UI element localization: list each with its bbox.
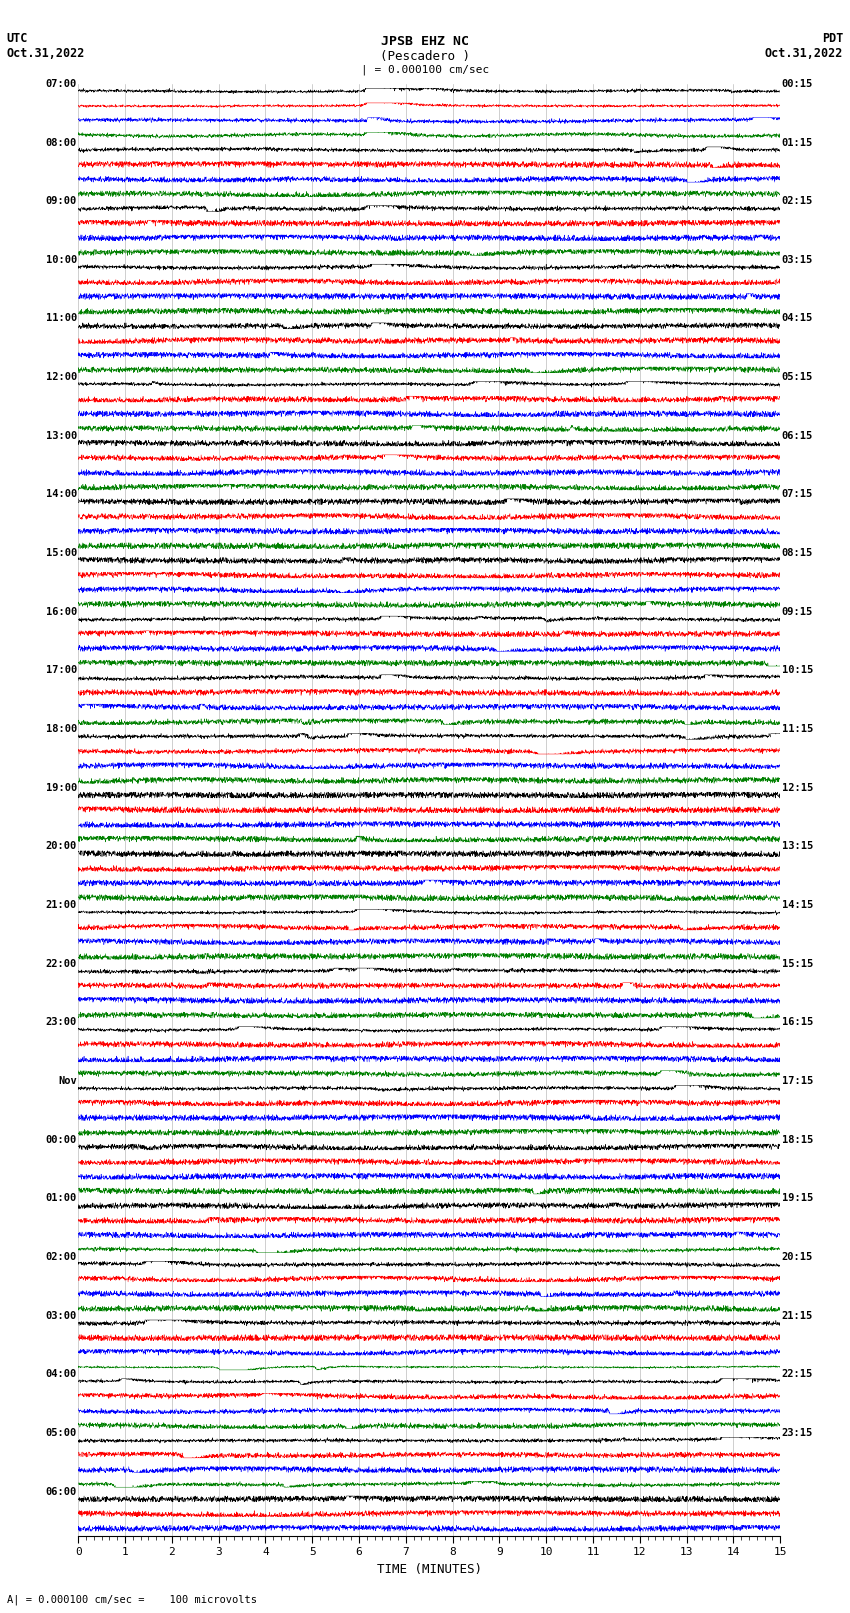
- Text: 09:00: 09:00: [46, 197, 76, 206]
- Text: Oct.31,2022: Oct.31,2022: [765, 47, 843, 60]
- Text: 04:15: 04:15: [782, 313, 813, 324]
- Text: 14:00: 14:00: [46, 489, 76, 500]
- Text: 02:00: 02:00: [46, 1252, 76, 1261]
- Text: 18:00: 18:00: [46, 724, 76, 734]
- Text: Oct.31,2022: Oct.31,2022: [7, 47, 85, 60]
- Text: 20:15: 20:15: [782, 1252, 813, 1261]
- X-axis label: TIME (MINUTES): TIME (MINUTES): [377, 1563, 482, 1576]
- Text: 03:15: 03:15: [782, 255, 813, 265]
- Text: 05:00: 05:00: [46, 1428, 76, 1437]
- Text: 07:00: 07:00: [46, 79, 76, 89]
- Text: 07:15: 07:15: [782, 489, 813, 500]
- Text: 03:00: 03:00: [46, 1311, 76, 1321]
- Text: JPSB EHZ NC: JPSB EHZ NC: [381, 35, 469, 48]
- Text: A| = 0.000100 cm/sec =    100 microvolts: A| = 0.000100 cm/sec = 100 microvolts: [7, 1594, 257, 1605]
- Text: 08:00: 08:00: [46, 137, 76, 147]
- Text: 05:15: 05:15: [782, 373, 813, 382]
- Text: 16:15: 16:15: [782, 1018, 813, 1027]
- Text: 21:00: 21:00: [46, 900, 76, 910]
- Text: 02:15: 02:15: [782, 197, 813, 206]
- Text: 04:00: 04:00: [46, 1369, 76, 1379]
- Text: 15:00: 15:00: [46, 548, 76, 558]
- Text: 17:00: 17:00: [46, 666, 76, 676]
- Text: 13:15: 13:15: [782, 842, 813, 852]
- Text: | = 0.000100 cm/sec: | = 0.000100 cm/sec: [361, 65, 489, 76]
- Text: 06:15: 06:15: [782, 431, 813, 440]
- Text: PDT: PDT: [822, 32, 843, 45]
- Text: 09:15: 09:15: [782, 606, 813, 616]
- Text: Nov: Nov: [58, 1076, 76, 1086]
- Text: 10:00: 10:00: [46, 255, 76, 265]
- Text: 22:00: 22:00: [46, 958, 76, 969]
- Text: 22:15: 22:15: [782, 1369, 813, 1379]
- Text: UTC: UTC: [7, 32, 28, 45]
- Text: 11:00: 11:00: [46, 313, 76, 324]
- Text: 00:15: 00:15: [782, 79, 813, 89]
- Text: 19:00: 19:00: [46, 782, 76, 792]
- Text: 11:15: 11:15: [782, 724, 813, 734]
- Text: 10:15: 10:15: [782, 666, 813, 676]
- Text: 15:15: 15:15: [782, 958, 813, 969]
- Text: 06:00: 06:00: [46, 1487, 76, 1497]
- Text: 14:15: 14:15: [782, 900, 813, 910]
- Text: 16:00: 16:00: [46, 606, 76, 616]
- Text: 20:00: 20:00: [46, 842, 76, 852]
- Text: 12:00: 12:00: [46, 373, 76, 382]
- Text: 21:15: 21:15: [782, 1311, 813, 1321]
- Text: 23:00: 23:00: [46, 1018, 76, 1027]
- Text: 19:15: 19:15: [782, 1194, 813, 1203]
- Text: 00:00: 00:00: [46, 1134, 76, 1145]
- Text: 12:15: 12:15: [782, 782, 813, 792]
- Text: 17:15: 17:15: [782, 1076, 813, 1086]
- Text: 01:00: 01:00: [46, 1194, 76, 1203]
- Text: 23:15: 23:15: [782, 1428, 813, 1437]
- Text: 18:15: 18:15: [782, 1134, 813, 1145]
- Text: (Pescadero ): (Pescadero ): [380, 50, 470, 63]
- Text: 01:15: 01:15: [782, 137, 813, 147]
- Text: 13:00: 13:00: [46, 431, 76, 440]
- Text: 08:15: 08:15: [782, 548, 813, 558]
